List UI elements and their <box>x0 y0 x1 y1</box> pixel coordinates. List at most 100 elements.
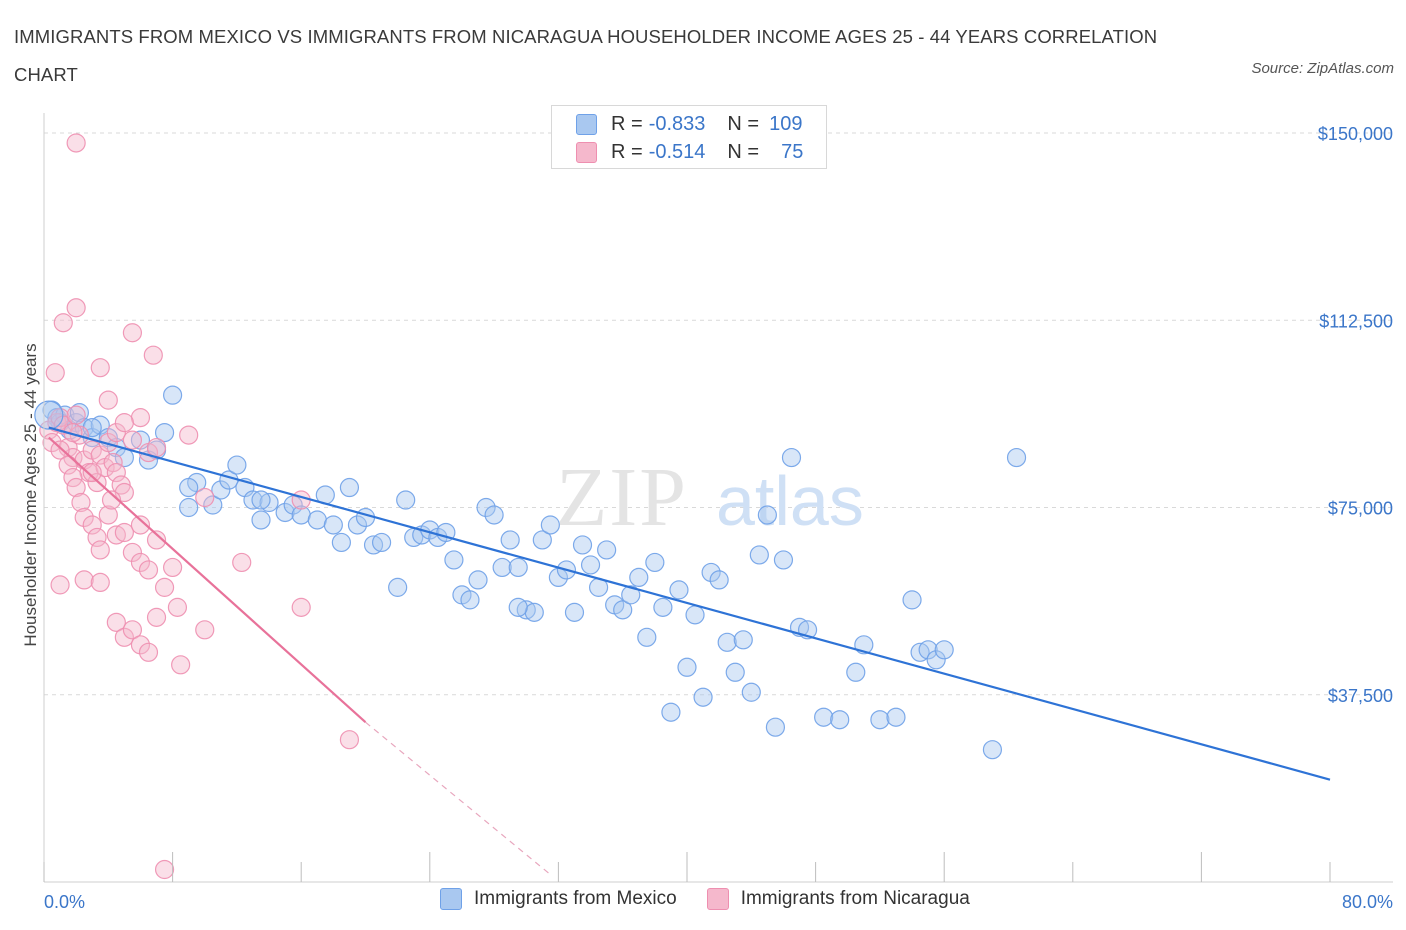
point-mexico <box>163 385 183 405</box>
point-nicaragua <box>291 490 311 510</box>
legend-swatch-nicaragua <box>576 141 597 163</box>
point-mexico <box>830 710 850 730</box>
point-nicaragua <box>163 557 183 578</box>
point-mexico <box>661 702 681 722</box>
x-tick-max: 80.0% <box>1342 892 1393 912</box>
point-mexico <box>508 557 528 578</box>
point-mexico <box>685 605 705 625</box>
point-nicaragua <box>130 515 151 535</box>
point-nicaragua <box>74 507 94 528</box>
point-nicaragua <box>114 627 134 647</box>
point-mexico <box>179 497 199 518</box>
point-mexico <box>396 490 416 510</box>
n-label: N = <box>727 112 760 135</box>
point-nicaragua <box>291 597 311 617</box>
point-mexico <box>388 577 408 597</box>
point-nicaragua <box>66 298 86 318</box>
point-mexico <box>693 687 713 707</box>
point-mexico <box>773 550 794 570</box>
point-nicaragua <box>138 560 159 580</box>
point-mexico <box>982 740 1003 760</box>
legend-row-mexico: R = -0.833 N = 109 <box>576 111 802 137</box>
point-mexico <box>211 480 231 500</box>
point-nicaragua <box>98 390 118 410</box>
chart-source: Source: ZipAtlas.com <box>1251 60 1394 77</box>
watermark: ZIP <box>556 451 688 544</box>
legend-item-nicaragua[interactable]: Immigrants from Nicaragua <box>706 888 970 910</box>
legend-item-mexico[interactable]: Immigrants from Mexico <box>440 888 677 910</box>
point-nicaragua <box>71 492 91 513</box>
point-mexico <box>444 550 464 570</box>
point-mexico <box>613 600 633 620</box>
point-nicaragua <box>195 487 215 508</box>
r-value-mexico: -0.833 <box>648 112 706 135</box>
point-mexico <box>203 495 223 515</box>
legend-swatch-mexico <box>576 113 597 135</box>
point-nicaragua <box>154 577 175 597</box>
point-mexico <box>492 557 512 578</box>
point-nicaragua <box>82 462 102 483</box>
point-mexico <box>733 630 753 650</box>
point-nicaragua <box>98 505 118 525</box>
point-nicaragua <box>122 542 143 563</box>
point-nicaragua <box>122 620 143 640</box>
point-mexico <box>179 477 199 498</box>
point-mexico <box>484 505 504 525</box>
point-mexico <box>701 562 721 583</box>
n-value-nicaragua: 75 <box>781 140 804 163</box>
point-mexico <box>870 710 890 730</box>
point-mexico <box>621 585 641 605</box>
point-mexico <box>926 650 946 670</box>
point-nicaragua <box>90 540 110 560</box>
watermark-atlas: atlas <box>716 462 864 540</box>
point-nicaragua <box>122 323 143 343</box>
point-mexico <box>645 552 665 573</box>
point-nicaragua <box>82 515 102 535</box>
point-mexico <box>781 447 802 468</box>
point-nicaragua <box>167 597 188 617</box>
point-nicaragua <box>195 620 215 640</box>
point-mexico <box>34 400 64 430</box>
point-nicaragua <box>87 527 107 548</box>
trend-line-nicaragua <box>48 436 367 724</box>
point-mexico <box>669 580 689 600</box>
point-mexico <box>725 662 745 682</box>
point-nicaragua <box>114 522 134 543</box>
point-mexico <box>910 642 930 662</box>
point-mexico <box>339 477 360 498</box>
trend-line-mexico <box>48 426 1331 781</box>
point-nicaragua <box>90 358 110 378</box>
x-tick-min: 0.0% <box>44 892 85 912</box>
point-mexico <box>637 627 657 647</box>
point-mexico <box>307 510 327 530</box>
point-mexico <box>572 535 593 555</box>
point-mexico <box>476 497 496 518</box>
point-nicaragua <box>53 313 73 333</box>
point-mexico <box>629 567 649 588</box>
point-mexico <box>765 717 786 737</box>
point-mexico <box>580 555 601 575</box>
r-label: R = <box>611 112 643 135</box>
y-axis-label: Householder Income Ages 25 - 44 years <box>21 343 40 646</box>
r-label: R = <box>611 140 643 163</box>
point-mexico <box>524 602 544 622</box>
trend-line-nicaragua-extension <box>365 721 551 875</box>
point-mexico <box>532 530 552 550</box>
point-nicaragua <box>146 437 167 458</box>
point-mexico <box>371 532 392 553</box>
point-mexico <box>1006 447 1027 468</box>
point-mexico <box>653 597 673 617</box>
point-nicaragua <box>130 408 151 428</box>
point-mexico <box>516 600 536 620</box>
point-mexico <box>259 492 279 513</box>
y-tick-label: $37,500 <box>1328 686 1393 706</box>
point-nicaragua <box>101 490 122 510</box>
point-nicaragua <box>106 612 126 632</box>
stats-legend: R = -0.833 N = 109 R = -0.514 N = 75 <box>551 105 827 169</box>
point-mexico <box>918 640 938 660</box>
point-nicaragua <box>146 607 167 627</box>
y-tick-labels: $37,500 $75,000 $112,500 $150,000 <box>1318 124 1393 706</box>
point-nicaragua <box>232 552 252 573</box>
point-nicaragua <box>130 635 151 655</box>
